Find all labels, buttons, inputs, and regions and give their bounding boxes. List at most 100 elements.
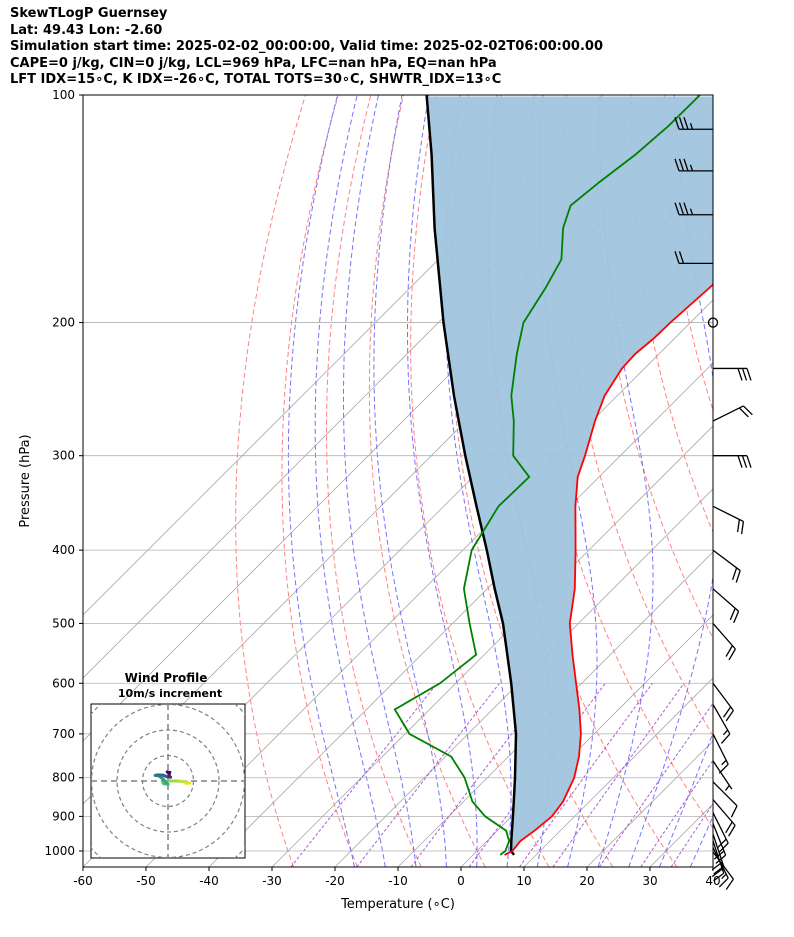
y-tick-label: 400 [52, 543, 75, 557]
barb-half-flag [722, 729, 729, 736]
x-tick-label: 30 [642, 874, 657, 888]
hodograph-segment [165, 770, 170, 774]
barb-flag [720, 733, 731, 744]
barb-flag [674, 202, 680, 215]
wind-barb [713, 455, 752, 468]
barb-flag [711, 861, 723, 871]
barb-shaft [712, 760, 733, 790]
barb-flag [683, 202, 689, 215]
location-line: Lat: 49.43 Lon: -2.60 [10, 22, 163, 38]
wind-barb [674, 202, 713, 216]
y-tick-label: 100 [52, 88, 75, 102]
profiles [393, 95, 713, 856]
barb-flag [715, 854, 727, 864]
moist-adiabat [597, 95, 654, 867]
barb-flag [738, 407, 749, 418]
barb-flag [722, 706, 732, 718]
wind-barb [712, 781, 738, 818]
background-lines [83, 95, 794, 868]
cape-cin-area [426, 96, 713, 852]
isotherm-line [271, 425, 713, 867]
barb-flag [729, 607, 736, 621]
barb-flag [737, 455, 743, 468]
barb-flag [683, 158, 689, 172]
barb-flag [674, 251, 680, 264]
wind-barb [712, 799, 736, 837]
wind-barb [712, 812, 729, 853]
barb-shaft [712, 588, 740, 612]
barb-flag [725, 821, 733, 834]
barb-flag [746, 368, 752, 381]
x-axis-ticks: -60 -50 -40 -30 -20 -10 0 10 20 30 40 [73, 867, 721, 888]
y-tick-label: 700 [52, 727, 75, 741]
barb-flag [735, 570, 741, 583]
x-tick-label: -30 [262, 874, 282, 888]
wind-barb [712, 405, 753, 422]
barb-flag [713, 850, 725, 860]
wind-barb [674, 158, 713, 172]
barb-flag [741, 455, 748, 468]
barb-flag [730, 805, 738, 818]
wind-barb [712, 823, 727, 864]
barb-flag [736, 519, 741, 533]
hodograph-subtitle: 10m/s increment [118, 687, 222, 700]
moist-adiabat [343, 95, 417, 867]
chart-header: SkewTLogP Guernsey Lat: 49.43 Lon: -2.60… [10, 6, 603, 89]
dry-adiabat [410, 95, 550, 867]
temperature-line [504, 283, 713, 856]
calm-circle [707, 317, 719, 328]
barb-shaft [712, 549, 741, 572]
barb-shaft [712, 682, 734, 711]
wind-barb [674, 117, 713, 130]
barb-flag [733, 610, 740, 624]
x-tick-label: -20 [325, 874, 345, 888]
y-tick-label: 300 [52, 449, 75, 463]
x-tick-label: 0 [457, 874, 465, 888]
y-axis-ticks: 100 200 300 400 500 600 700 800 900 1000 [44, 88, 83, 858]
time-line: Simulation start time: 2025-02-02_00:00:… [10, 39, 603, 54]
barb-flag [678, 202, 685, 215]
barb-half-flag [689, 208, 694, 215]
moist-adiabat [721, 95, 794, 867]
mixing-ratio-line [552, 683, 685, 867]
barb-flag [741, 368, 748, 381]
moist-adiabat [658, 731, 713, 867]
y-tick-label: 1000 [44, 844, 75, 858]
wind-barb [712, 588, 740, 624]
y-tick-label: 800 [52, 771, 75, 785]
wind-barb [707, 317, 719, 328]
barb-shaft [712, 812, 729, 844]
barb-shaft [712, 622, 736, 650]
y-tick-label: 200 [52, 316, 75, 330]
barb-shaft [712, 704, 731, 735]
dry-adiabat [730, 96, 794, 868]
barb-flag [742, 405, 753, 416]
chart-title: SkewTLogP Guernsey [10, 6, 168, 21]
barb-shaft [712, 405, 744, 422]
barb-shaft [712, 823, 727, 856]
barb-flag [725, 645, 733, 657]
barb-flag [737, 368, 743, 381]
barb-flag [728, 825, 736, 837]
barb-flag [718, 877, 729, 888]
isotherm-line [334, 488, 713, 867]
barb-flag [711, 868, 723, 878]
barb-flag [740, 521, 745, 535]
barb-flag [678, 117, 685, 130]
barb-half-flag [721, 759, 727, 766]
isotherm-line [523, 677, 713, 867]
x-tick-label: -60 [73, 874, 93, 888]
barb-flag [713, 865, 725, 875]
x-tick-label: -50 [136, 874, 156, 888]
mixing-ratio-line [598, 702, 713, 867]
mixing-ratio-line [640, 759, 713, 867]
barb-half-flag [724, 785, 730, 791]
barb-shaft [712, 505, 744, 523]
barb-flag [725, 710, 734, 722]
wind-barb [674, 251, 713, 265]
moist-adiabat [373, 95, 447, 867]
wind-barb [713, 367, 752, 381]
hodograph-inset: Wind Profile 10m/s increment [90, 671, 246, 859]
parcel-profile-line [425, 95, 518, 856]
barb-shaft [712, 781, 738, 807]
